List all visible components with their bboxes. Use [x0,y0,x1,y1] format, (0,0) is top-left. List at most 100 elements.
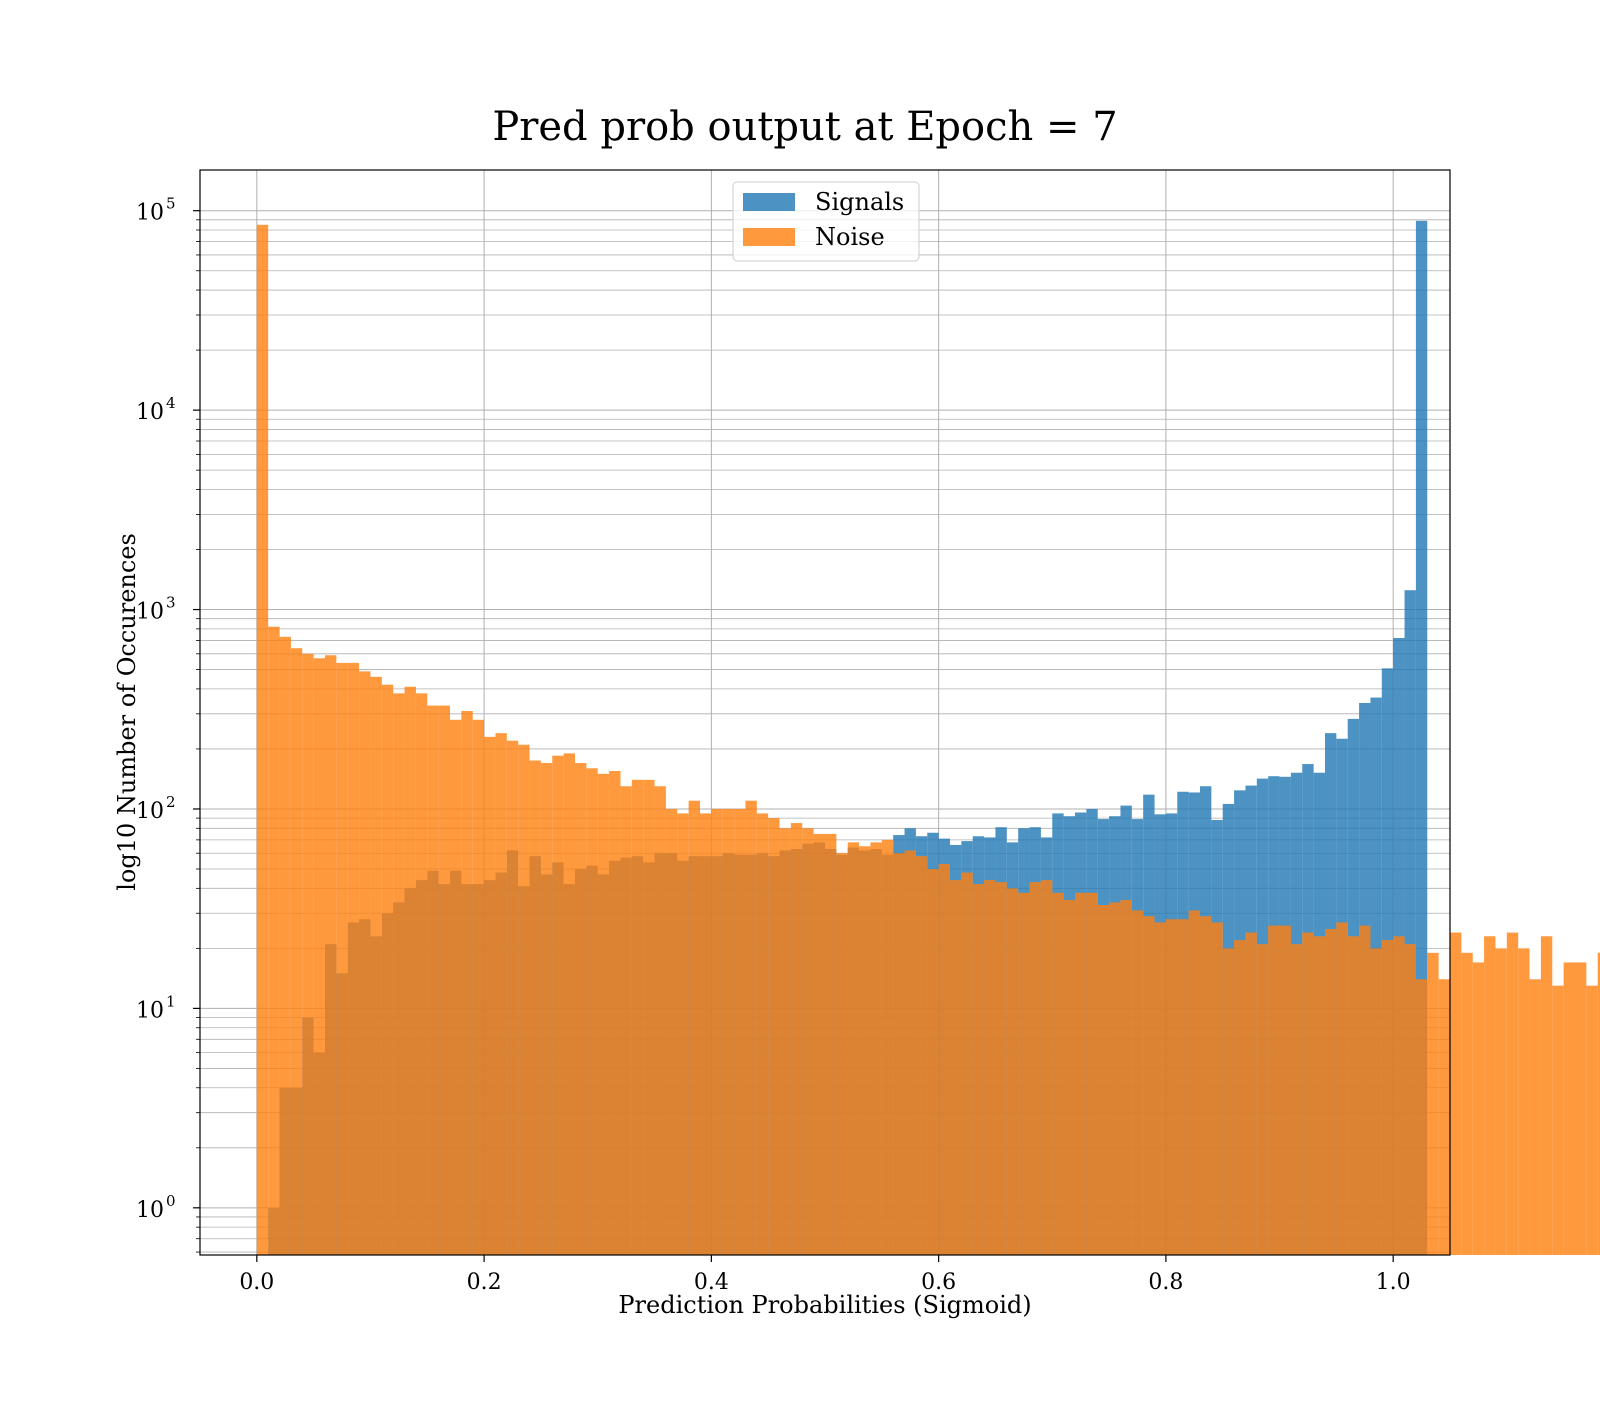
bar-noise [1427,952,1439,1255]
y-tick-exponent: 1 [166,992,176,1010]
bar-noise [313,658,325,1255]
bar-noise [1234,940,1246,1255]
bar-signals [1415,220,1428,1255]
bar-noise [1461,952,1473,1255]
x-tick-label: 0.6 [921,1270,956,1295]
bar-noise [870,842,882,1255]
bar-noise [1245,932,1257,1255]
bar-noise [1472,962,1485,1255]
bar-noise [484,736,496,1255]
bar-noise [1211,922,1223,1255]
bar-noise [1006,888,1019,1255]
bar-noise [915,856,928,1255]
bar-noise [790,823,803,1255]
x-tick-label: 0.4 [694,1270,729,1295]
bar-noise [586,768,598,1255]
bar-noise [1393,936,1405,1255]
bar-noise [802,828,814,1255]
bar-noise [1575,962,1587,1255]
bar-noise [1563,962,1575,1255]
bar-noise [1165,919,1178,1255]
bar-noise [597,773,610,1255]
bar-noise [359,671,371,1255]
bar-noise [1143,916,1155,1255]
bar-noise [927,869,939,1255]
bar-noise [461,710,473,1255]
bar-noise [711,808,723,1255]
bar-noise [1018,892,1030,1255]
bar-noise [370,676,382,1255]
bar-noise [1131,910,1144,1255]
bar-noise [450,719,462,1255]
bar-noise [688,800,700,1255]
bar-noise [1052,892,1064,1255]
bar-noise [734,808,746,1255]
bar-noise [1109,902,1121,1255]
bar-noise [620,786,632,1255]
bar-noise [347,662,360,1255]
bar-noise [495,733,507,1255]
bar-noise [1086,892,1098,1255]
bar-noise [881,839,894,1255]
x-tick-label: 0.2 [467,1270,502,1295]
bar-noise [745,800,757,1255]
bar-noise [654,786,666,1255]
bar-noise [1040,880,1053,1255]
bar-noise [813,833,825,1255]
bar-noise [1381,940,1394,1255]
bar-noise [325,655,337,1255]
legend-swatch-signals [743,193,795,211]
bar-noise [529,760,541,1255]
x-tick-label: 1.0 [1376,1270,1411,1295]
bar-noise [756,813,769,1255]
legend: Signals Noise [732,181,920,262]
bar-noise [893,853,905,1255]
bar-noise [825,833,837,1255]
y-tick-exponent: 3 [166,594,176,612]
bar-noise [1075,892,1087,1255]
bar-noise [1302,932,1314,1255]
bar-noise [1336,922,1348,1255]
bar-noise [1268,925,1280,1255]
bar-noise [1256,944,1269,1255]
bar-noise [1450,932,1462,1255]
bar-noise [643,779,655,1255]
bar-noise [472,719,485,1255]
bar-noise [904,850,916,1255]
series-noise [256,224,1600,1256]
bar-noise [268,626,280,1255]
bar-noise [677,813,689,1255]
chart-title: Pred prob output at Epoch = 7 [492,104,1117,150]
x-tick-label: 0.8 [1148,1270,1183,1295]
bar-noise [1029,882,1041,1255]
bar-noise [1120,899,1132,1255]
bar-noise [768,818,780,1255]
bar-noise [972,884,985,1255]
y-tick-exponent: 5 [166,195,176,213]
bar-noise [1438,979,1450,1255]
x-axis-label: Prediction Probabilities (Sigmoid) [618,1291,1031,1319]
bar-noise [1495,948,1507,1255]
bar-noise [1529,979,1541,1255]
bar-noise [631,779,644,1255]
bar-noise [540,763,553,1255]
bar-noise [1552,985,1564,1255]
bar-noise [563,753,575,1255]
bar-noise [1506,932,1519,1255]
bar-noise [552,755,564,1255]
bar-noise [1370,948,1382,1255]
bar-noise [700,813,712,1255]
legend-label-noise: Noise [815,223,885,251]
y-tick-label: 10 [136,1198,164,1223]
histogram-bars [256,220,1600,1256]
bar-noise [1359,925,1371,1255]
bar-noise [995,882,1007,1255]
bar-noise [961,872,973,1255]
bar-noise [336,662,348,1255]
bar-noise [290,648,303,1255]
y-tick-label: 10 [136,799,164,824]
bar-noise [1177,919,1189,1255]
bar-noise [779,828,791,1255]
